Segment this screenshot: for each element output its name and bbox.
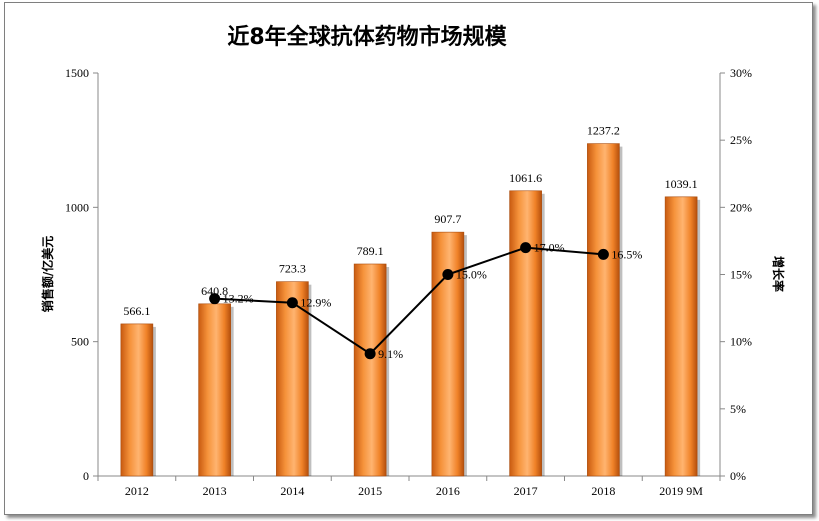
- right-tick-label: 10%: [730, 335, 752, 349]
- bar: [353, 263, 387, 477]
- bar-value-label: 789.1: [357, 244, 384, 258]
- x-axis-ticks: 2012 2013 2014 2015 2016 2017 2018 2019 9M: [97, 476, 721, 498]
- chart-title: 近8年全球抗体药物市场规模: [227, 24, 507, 50]
- bar-value-label: 640.8: [201, 284, 228, 298]
- growth-point: [364, 348, 376, 360]
- bar-value-label: 907.7: [434, 212, 461, 226]
- left-tick-label: 1500: [65, 66, 89, 80]
- x-tick-label: 2019 9M: [659, 484, 703, 498]
- y2-axis-label: 增长率: [771, 256, 786, 292]
- left-tick-label: 0: [83, 469, 89, 483]
- right-tick-label: 25%: [730, 133, 752, 147]
- x-tick-label: 2014: [280, 484, 304, 498]
- x-tick-label: 2013: [203, 484, 227, 498]
- growth-value-label: 13.2%: [223, 292, 254, 306]
- x-tick-label: 2016: [436, 484, 460, 498]
- bar-data-labels: 566.1 640.8 723.3 789.1 907.7 1061.6 1237.2 103…: [123, 124, 697, 318]
- growth-line: [214, 246, 604, 356]
- growth-point: [286, 297, 298, 309]
- right-tick-label: 15%: [730, 268, 752, 282]
- bar-value-label: 1237.2: [587, 124, 620, 138]
- bar: [664, 196, 698, 477]
- x-tick-label: 2012: [125, 484, 149, 498]
- bar-series: [120, 143, 701, 477]
- growth-value-label: 16.5%: [611, 247, 642, 261]
- right-tick-label: 20%: [730, 200, 752, 214]
- growth-value-label: 15.0%: [456, 268, 487, 282]
- right-tick-label: 30%: [730, 66, 752, 80]
- left-axis-ticks: 0 500 1000 1500: [65, 66, 98, 483]
- right-axis-ticks: 0% 5% 10% 15% 20% 25% 30%: [720, 66, 752, 483]
- bar: [198, 303, 231, 477]
- bar-value-label: 1039.1: [665, 177, 698, 191]
- right-tick-label: 0%: [730, 469, 746, 483]
- right-tick-label: 5%: [730, 402, 746, 416]
- growth-value-label: 12.9%: [300, 296, 331, 310]
- bar-value-label: 566.1: [123, 304, 150, 318]
- growth-point: [209, 293, 221, 305]
- y-axis-label: 销售额/亿美元: [40, 236, 55, 312]
- growth-point: [442, 269, 454, 280]
- bar: [276, 281, 309, 477]
- bar: [120, 323, 154, 477]
- bar: [587, 143, 620, 477]
- bar: [509, 190, 542, 477]
- bar-value-label: 723.3: [279, 262, 306, 276]
- left-tick-label: 500: [71, 335, 89, 349]
- growth-point: [597, 248, 609, 260]
- growth-value-label: 17.0%: [534, 241, 565, 255]
- x-tick-label: 2015: [358, 484, 382, 498]
- left-tick-label: 1000: [65, 200, 89, 214]
- x-tick-label: 2018: [591, 484, 615, 498]
- growth-point: [520, 242, 532, 254]
- x-tick-label: 2017: [514, 484, 538, 498]
- growth-line-series: 13.2% 12.9% 9.1% 15.0% 17.0% 16.5%: [209, 241, 642, 361]
- bar-value-label: 1061.6: [509, 171, 542, 185]
- growth-value-label: 9.1%: [378, 347, 403, 361]
